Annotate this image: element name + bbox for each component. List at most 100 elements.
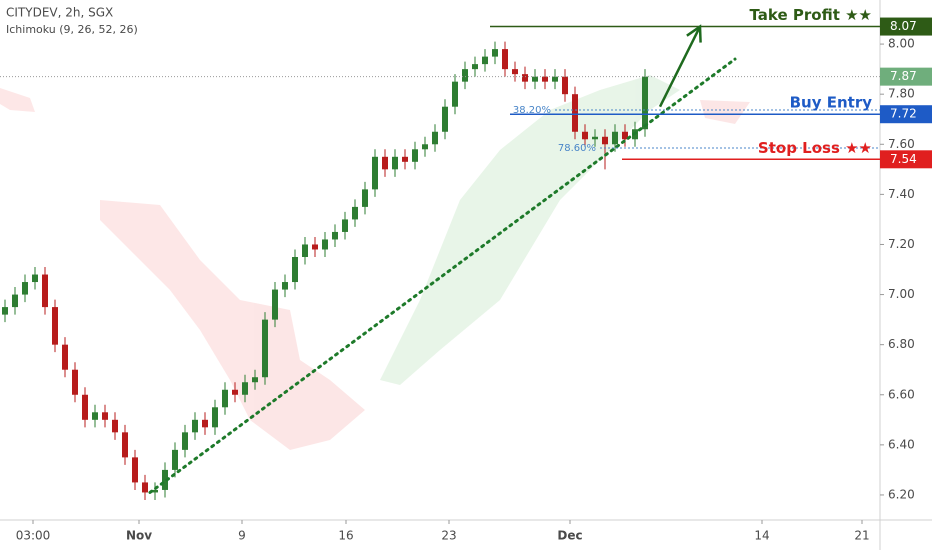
- candle-body: [312, 244, 318, 250]
- candle-body: [232, 389, 238, 395]
- y-tick-label: 6.20: [888, 487, 915, 501]
- candle-body: [2, 307, 8, 315]
- candle-body: [602, 136, 608, 145]
- candle-body: [82, 394, 88, 420]
- candle-body: [432, 131, 438, 145]
- candle-body: [262, 319, 268, 378]
- candle-body: [252, 377, 258, 383]
- candle-body: [522, 74, 528, 82]
- candle-body: [32, 274, 38, 283]
- x-tick-label: 23: [441, 529, 456, 543]
- x-tick-label: Nov: [126, 529, 152, 543]
- x-tick-label: 9: [238, 529, 246, 543]
- level-name: Buy Entry: [790, 94, 873, 112]
- last-price-box: [880, 67, 932, 86]
- x-tick-label: Dec: [557, 529, 582, 543]
- candle-body: [452, 81, 458, 107]
- candle-body: [112, 419, 118, 433]
- candle-body: [502, 49, 508, 70]
- candle-body: [542, 76, 548, 82]
- candle-body: [622, 131, 628, 140]
- candle-body: [22, 282, 28, 295]
- candle-body: [212, 407, 218, 428]
- level-price-box: [880, 17, 932, 36]
- candle-body: [152, 489, 158, 493]
- candle-body: [222, 389, 228, 408]
- x-tick-label: 21: [854, 529, 869, 543]
- fib-label: 38.20%: [513, 105, 551, 116]
- y-tick-label: 7.20: [888, 237, 915, 251]
- last-price-label: 7.87: [890, 69, 917, 83]
- y-tick-label: 6.40: [888, 437, 915, 451]
- target-arrow: [658, 25, 702, 108]
- candle-body: [412, 149, 418, 162]
- candle-body: [342, 219, 348, 232]
- candle-body: [612, 131, 618, 145]
- candle-body: [292, 256, 298, 283]
- arrow-head: [686, 24, 702, 43]
- candle-body: [382, 156, 388, 170]
- y-tick-label: 8.00: [888, 37, 915, 51]
- level-price-label: 7.72: [890, 107, 917, 121]
- candle-body: [642, 76, 648, 130]
- candle-body: [42, 274, 48, 308]
- x-tick-label: 03:00: [16, 529, 51, 543]
- candle-body: [132, 457, 138, 483]
- candle-body: [302, 244, 308, 257]
- y-tick-label: 7.80: [888, 87, 915, 101]
- candle-body: [62, 344, 68, 370]
- candle-body: [512, 69, 518, 75]
- y-tick-label: 7.60: [888, 137, 915, 151]
- candle-body: [392, 156, 398, 170]
- candle-body: [422, 144, 428, 150]
- chart-title: CITYDEV, 2h, SGX: [6, 6, 113, 20]
- candle-body: [272, 289, 278, 320]
- candle-body: [142, 482, 148, 493]
- x-tick-label: 16: [338, 529, 353, 543]
- y-tick-label: 7.40: [888, 187, 915, 201]
- candle-body: [12, 294, 18, 308]
- candle-body: [442, 106, 448, 132]
- candle-body: [282, 282, 288, 290]
- y-tick-label: 6.80: [888, 337, 915, 351]
- candle-body: [552, 76, 558, 82]
- candle-body: [592, 136, 598, 140]
- level-price-box: [880, 150, 932, 169]
- level-price-box: [880, 105, 932, 124]
- candle-body: [352, 206, 358, 220]
- candle-body: [332, 231, 338, 240]
- candle-body: [172, 449, 178, 470]
- candle-body: [52, 307, 58, 345]
- fib-label: 78.60%: [558, 143, 596, 154]
- x-tick-label: 14: [754, 529, 769, 543]
- candle-body: [482, 56, 488, 65]
- candle-body: [162, 469, 168, 490]
- candle-body: [462, 69, 468, 82]
- candle-body: [72, 369, 78, 395]
- candle-body: [102, 412, 108, 420]
- level-name: Take Profit ★★: [750, 6, 873, 24]
- candle-body: [372, 156, 378, 190]
- candle-body: [122, 432, 128, 458]
- y-tick-label: 6.60: [888, 387, 915, 401]
- candle-body: [402, 156, 408, 162]
- y-tick-label: 7.00: [888, 287, 915, 301]
- candle-body: [242, 382, 248, 395]
- level-name: Stop Loss ★★: [758, 139, 872, 157]
- candle-body: [582, 131, 588, 140]
- candle-body: [182, 432, 188, 450]
- candle-body: [492, 49, 498, 57]
- candle-body: [572, 94, 578, 132]
- candle-body: [532, 76, 538, 82]
- candle-body: [322, 239, 328, 250]
- trendline: [148, 57, 737, 494]
- candle-body: [192, 419, 198, 433]
- candle-body: [202, 419, 208, 428]
- candle-body: [362, 189, 368, 207]
- candle-body: [472, 64, 478, 70]
- indicator-label: Ichimoku (9, 26, 52, 26): [6, 23, 138, 36]
- candle-body: [92, 412, 98, 420]
- candle-body: [562, 76, 568, 95]
- level-price-label: 8.07: [890, 19, 917, 33]
